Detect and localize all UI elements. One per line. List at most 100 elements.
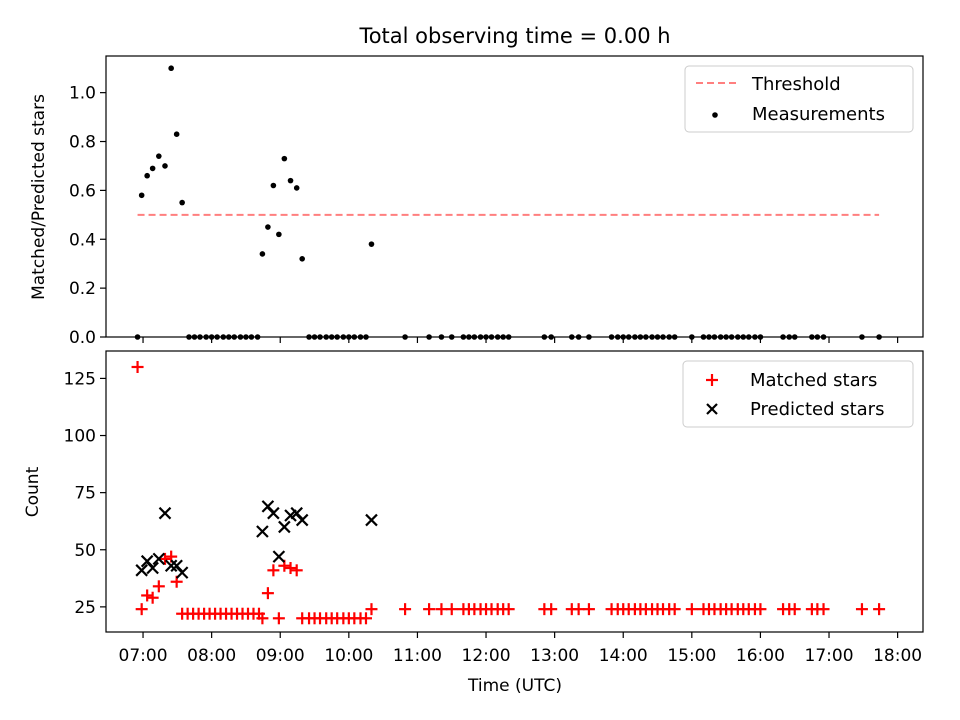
- matched-star-point: [158, 552, 171, 565]
- matched-stars-legend-label: Matched stars: [750, 370, 877, 391]
- bottom-x-axis: 07:00 08:00 09:00 10:00 11:00 12:00 13:00 14:00…: [119, 632, 922, 666]
- bottom-y-tick-label: 75: [74, 484, 96, 504]
- matched-star-point: [502, 603, 515, 616]
- measurement-point: [276, 231, 282, 238]
- top-y-tick-label: 0.6: [69, 181, 96, 201]
- bottom-x-tick-label: 12:00: [462, 646, 511, 666]
- bottom-x-tick-label: 11:00: [393, 646, 442, 666]
- measurement-point: [138, 192, 145, 199]
- bottom-y-tick-label: 125: [64, 369, 96, 389]
- measurement-point: [149, 165, 156, 172]
- matched-star-point: [256, 612, 269, 625]
- matched-star-point: [855, 603, 868, 616]
- top-x-axis: [142, 337, 899, 343]
- measurements-legend-swatch: [712, 112, 718, 118]
- top-y-tick-label: 1.0: [69, 84, 96, 104]
- measurement-point: [265, 224, 271, 230]
- matched-stars-legend-swatch: [706, 374, 718, 386]
- measurement-point: [299, 256, 305, 262]
- measurement-point: [287, 177, 294, 184]
- measurement-point: [281, 155, 288, 162]
- matched-star-point: [817, 603, 830, 616]
- matched-star-point: [582, 603, 595, 616]
- top-legend: Threshold Measurements: [684, 65, 914, 133]
- predicted-star-point: [267, 506, 280, 520]
- bottom-x-tick-label: 15:00: [667, 646, 716, 666]
- bottom-y-tick-label: 25: [74, 598, 96, 618]
- matched-star-point: [668, 603, 681, 616]
- predicted-star-point: [278, 520, 291, 534]
- predicted-star-point: [175, 566, 189, 579]
- matched-star-point: [572, 603, 585, 616]
- matched-star-point: [788, 603, 801, 616]
- chart-title: Total observing time = 0.00 h: [358, 24, 670, 48]
- measurement-point: [144, 172, 150, 179]
- bottom-y-axis: 25 50 75 100 125: [64, 369, 106, 618]
- matched-star-point: [445, 603, 458, 616]
- measurements-legend-label: Measurements: [752, 104, 885, 125]
- matched-star-point: [284, 562, 297, 575]
- matched-star-point: [545, 603, 558, 616]
- bottom-x-tick-label: 13:00: [530, 646, 579, 666]
- top-y-tick-label: 0.8: [69, 133, 96, 153]
- bottom-legend: Matched stars Predicted stars: [682, 360, 914, 428]
- matched-star-point: [754, 603, 767, 616]
- top-y-axis-label: Matched/Predicted stars: [29, 94, 49, 300]
- matched-star-point: [399, 603, 412, 616]
- top-axes-frame: [105, 55, 924, 338]
- matched-star-point: [435, 603, 448, 616]
- matched-star-point: [423, 603, 436, 616]
- matched-star-point: [131, 360, 144, 373]
- predicted-star-point: [365, 513, 378, 527]
- bottom-axes-frame: [105, 350, 924, 633]
- predicted-star-point: [158, 506, 172, 520]
- bottom-x-tick-label: 18:00: [873, 646, 922, 666]
- top-legend-box: [684, 65, 914, 133]
- x-axis-label: Time (UTC): [467, 676, 562, 696]
- bottom-x-tick-label: 17:00: [805, 646, 854, 666]
- bottom-x-tick-label: 09:00: [256, 646, 305, 666]
- predicted-star-point: [272, 550, 286, 563]
- measurement-point: [270, 182, 277, 189]
- predicted-star-point: [146, 561, 159, 575]
- predicted-star-point: [135, 564, 148, 577]
- matched-star-point: [141, 589, 154, 602]
- top-panel: 0.0 0.2 0.4 0.6 0.8 1.0 Matched/Predicted sta…: [29, 55, 924, 348]
- matched-star-point: [365, 603, 378, 616]
- matched-star-point: [685, 603, 698, 616]
- predicted-star-point: [164, 559, 178, 573]
- bottom-plot-area: [131, 360, 886, 625]
- matched-star-point: [267, 564, 280, 577]
- measurement-point: [168, 65, 174, 72]
- bottom-y-tick-label: 50: [74, 541, 96, 561]
- bottom-x-tick-label: 08:00: [187, 646, 236, 666]
- bottom-x-tick-label: 07:00: [119, 646, 168, 666]
- threshold-legend-label: Threshold: [751, 74, 841, 95]
- bottom-x-tick-label: 16:00: [736, 646, 785, 666]
- measurement-point: [368, 241, 375, 247]
- top-y-tick-label: 0.4: [69, 230, 96, 250]
- top-y-tick-label: 0.2: [69, 279, 96, 299]
- measurement-point: [293, 185, 300, 191]
- top-y-axis: 0.0 0.2 0.4 0.6 0.8 1.0: [69, 84, 106, 348]
- measurement-point: [156, 153, 162, 159]
- bottom-x-tick-label: 14:00: [599, 646, 648, 666]
- bottom-panel: 25 50 75 100 125 07:00 08:00 09:00 10:00 11:00 12…: [23, 350, 924, 696]
- matched-star-point: [146, 591, 159, 604]
- bottom-legend-box: [682, 360, 914, 428]
- measurement-point: [173, 131, 180, 137]
- predicted-stars-legend-label: Predicted stars: [750, 399, 884, 420]
- predicted-star-point: [256, 525, 269, 538]
- bottom-y-tick-label: 100: [64, 427, 96, 447]
- bottom-x-tick-label: 10:00: [324, 646, 373, 666]
- matched-star-point: [272, 612, 285, 625]
- predicted-star-point: [152, 552, 166, 566]
- matched-star-point: [135, 603, 148, 616]
- matched-star-point: [359, 612, 372, 625]
- bottom-y-axis-label: Count: [23, 466, 43, 517]
- matched-star-point: [290, 564, 303, 577]
- top-y-tick-label: 0.0: [69, 328, 96, 348]
- predicted-stars-legend-swatch: [706, 403, 718, 415]
- predicted-star-point: [295, 513, 309, 527]
